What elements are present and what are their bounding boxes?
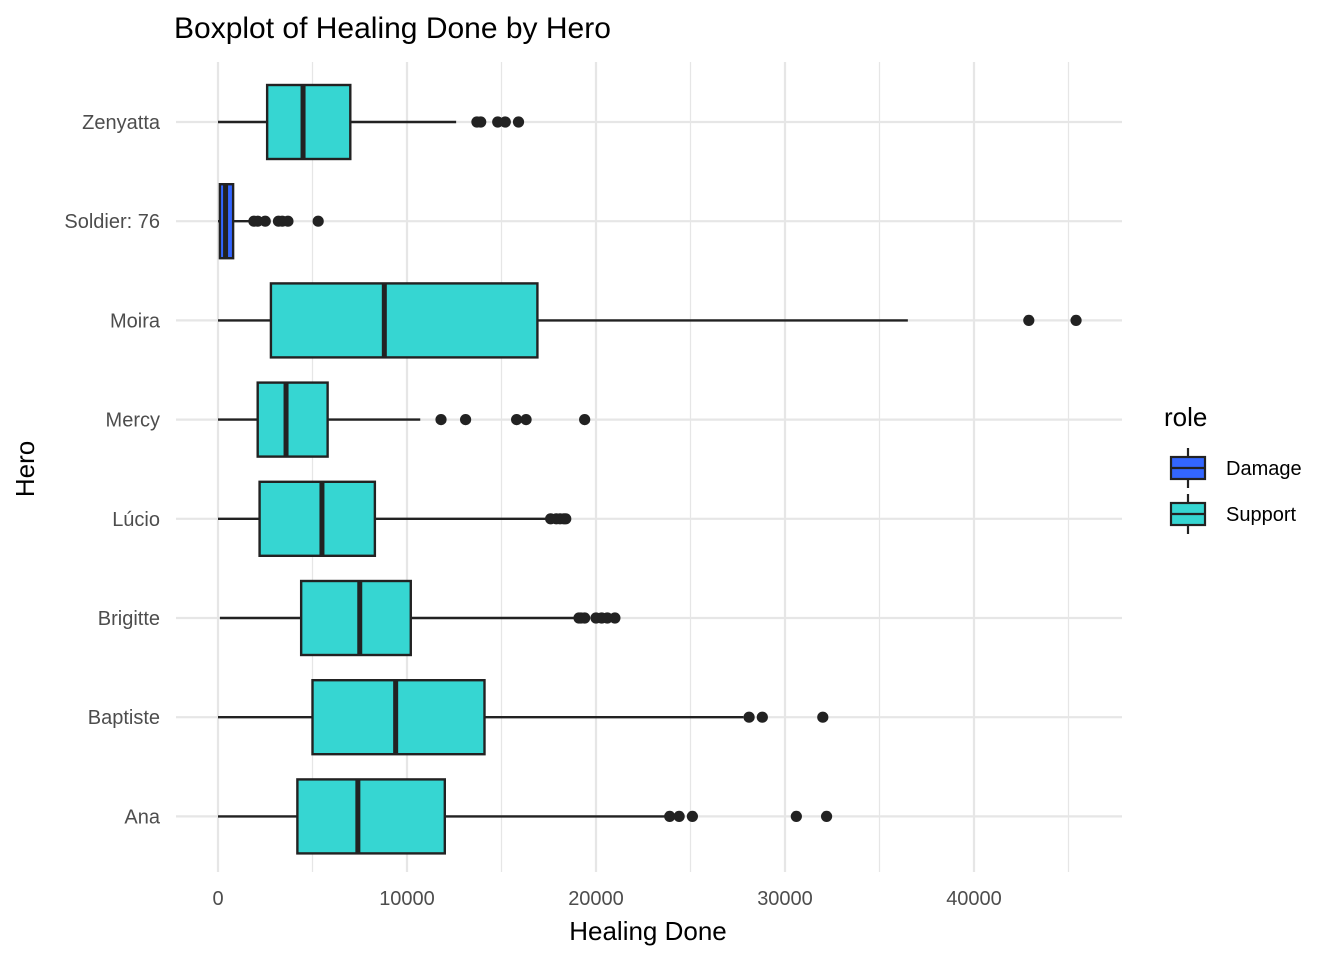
- legend-title: role: [1164, 402, 1207, 432]
- x-tick-label: 20000: [568, 888, 624, 910]
- outlier-point: [664, 810, 676, 823]
- box-mercy: [218, 381, 591, 458]
- y-tick-label: Zenyatta: [82, 112, 161, 134]
- legend-label: Damage: [1226, 458, 1302, 480]
- outlier-point: [790, 810, 802, 823]
- x-tick-label: 0: [212, 888, 223, 910]
- outlier-point: [820, 810, 833, 823]
- outlier-point: [312, 215, 324, 227]
- box-ana: [218, 778, 833, 855]
- box-iqr: [296, 778, 447, 855]
- box-iqr: [258, 480, 377, 557]
- legend-key-support: [1169, 494, 1207, 534]
- y-tick-label: Lúcio: [112, 509, 160, 531]
- outlier-point: [560, 513, 572, 525]
- outlier-point: [512, 116, 525, 128]
- outlier-point: [756, 711, 768, 723]
- outlier-point: [686, 810, 698, 823]
- box-zenyatta: [218, 83, 525, 161]
- box-iqr: [265, 83, 352, 161]
- y-tick-label: Moira: [110, 310, 161, 332]
- box-soldier-76: [218, 182, 324, 260]
- legend-key-damage: [1169, 448, 1207, 488]
- legend: role Damage Support: [1164, 402, 1302, 534]
- box-brigitte: [219, 579, 621, 657]
- outlier-point: [817, 711, 829, 723]
- x-tick-label: 30000: [757, 888, 813, 910]
- y-tick-label: Mercy: [106, 410, 160, 432]
- outlier-point: [579, 414, 591, 426]
- box-moira: [218, 282, 1082, 359]
- x-tick-label: 40000: [946, 888, 1002, 910]
- outlier-point: [475, 116, 487, 128]
- x-axis-labels: 0 10000 20000 30000 40000: [212, 888, 1001, 910]
- box-layer: [218, 83, 1082, 855]
- outlier-point: [259, 215, 271, 227]
- y-tick-label: Baptiste: [88, 707, 160, 729]
- chart-title: Boxplot of Healing Done by Hero: [174, 12, 611, 45]
- y-axis-labels: Ana Baptiste Brigitte Lúcio Mercy Moira Soldie…: [64, 112, 160, 828]
- outlier-point: [673, 810, 685, 823]
- box-l-cio: [218, 480, 572, 557]
- outlier-point: [520, 414, 532, 426]
- outlier-point: [282, 215, 294, 227]
- y-axis-title: Hero: [10, 441, 40, 497]
- outlier-point: [743, 711, 755, 723]
- y-tick-label: Ana: [124, 806, 160, 828]
- box-iqr: [256, 381, 329, 458]
- x-axis-title: Healing Done: [569, 916, 727, 946]
- y-tick-label: Brigitte: [98, 608, 160, 630]
- outlier-point: [579, 612, 591, 624]
- box-iqr: [269, 282, 539, 359]
- y-tick-label: Soldier: 76: [64, 211, 160, 233]
- x-tick-label: 10000: [379, 888, 435, 910]
- box-iqr: [299, 579, 412, 657]
- legend-label: Support: [1226, 504, 1296, 526]
- outlier-point: [459, 414, 472, 426]
- outlier-point: [1023, 314, 1035, 326]
- box-baptiste: [218, 679, 829, 756]
- outlier-point: [511, 414, 523, 426]
- outlier-point: [435, 414, 447, 426]
- box-iqr: [311, 679, 486, 756]
- outlier-point: [1070, 314, 1082, 326]
- outlier-point: [499, 116, 511, 128]
- outlier-point: [609, 612, 621, 624]
